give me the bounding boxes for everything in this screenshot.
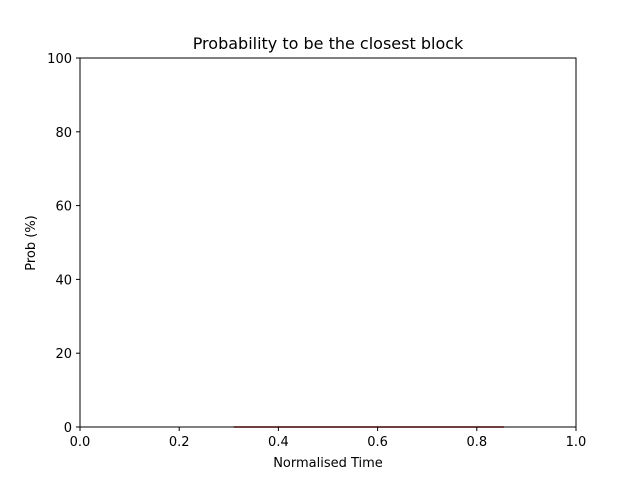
y-tick-label: 100 bbox=[47, 52, 72, 67]
x-axis-label: Normalised Time bbox=[273, 456, 383, 471]
x-tick-label: 0.4 bbox=[268, 435, 289, 450]
axes-frame bbox=[79, 57, 577, 428]
plot-area: 0.0 0.2 0.4 0.6 0.8 1.0 0 20 40 60 80 100 bbox=[47, 52, 586, 450]
x-tick-label: 0.0 bbox=[70, 435, 91, 450]
y-tick-label: 0 bbox=[64, 421, 72, 436]
y-tick-label: 40 bbox=[55, 273, 72, 288]
x-tick-label: 1.0 bbox=[566, 435, 587, 450]
y-axis-label: Prob (%) bbox=[24, 215, 39, 271]
x-tick-label: 0.2 bbox=[169, 435, 190, 450]
x-tick-label: 0.8 bbox=[466, 435, 487, 450]
y-tick-label: 20 bbox=[55, 347, 72, 362]
y-tick-label: 80 bbox=[55, 126, 72, 141]
y-tick-label: 60 bbox=[55, 200, 72, 215]
chart-title: Probability to be the closest block bbox=[193, 34, 464, 53]
x-tick-label: 0.6 bbox=[367, 435, 388, 450]
